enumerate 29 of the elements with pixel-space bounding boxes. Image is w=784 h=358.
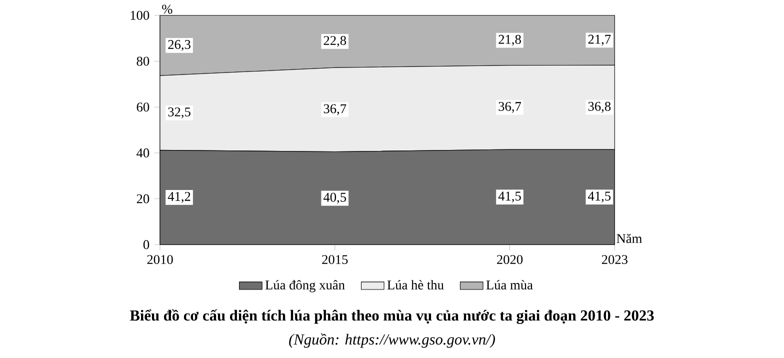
data-label: 41,5 (588, 192, 611, 203)
data-label: 26,3 (168, 40, 190, 51)
text: (Nguồn: https://www.gso.gov.vn/) (289, 333, 495, 348)
data-label: 22,8 (324, 36, 346, 47)
y-tick-label: 20 (136, 194, 150, 204)
y-tick-label: 100 (130, 10, 150, 20)
data-label: 36,7 (498, 102, 522, 113)
x-axis-title: Năm (616, 234, 642, 244)
data-label: 21,8 (498, 34, 521, 46)
data-label: 40,5 (323, 192, 346, 204)
x-tick-label: 2020 (497, 255, 523, 264)
legend-label: Lúa đông xuân (265, 280, 345, 292)
text: Biểu đồ cơ cấu diện tích lúa phân theo mùa vụ của nước ta giai đoạn 2010 - 2023 (130, 309, 654, 324)
legend-label: Lúa mùa (486, 280, 533, 290)
y-tick-label: 80 (136, 56, 150, 66)
y-axis-title: % (162, 4, 172, 14)
y-tick-label: 0 (143, 240, 150, 250)
data-label: 32,5 (168, 107, 190, 118)
x-tick-label: 2023 (602, 255, 628, 264)
data-label: 36,7 (324, 104, 346, 116)
x-tick-label: 2015 (322, 255, 348, 264)
data-label: 21,7 (588, 34, 611, 46)
y-tick-label: 60 (136, 102, 150, 112)
y-tick-label: 40 (136, 148, 150, 158)
data-label: 41,5 (498, 192, 521, 203)
legend-label: Lúa hè thu (387, 280, 444, 290)
data-label: 36,8 (588, 102, 611, 113)
data-label: 41,2 (168, 192, 190, 203)
x-tick-label: 2010 (147, 255, 173, 264)
